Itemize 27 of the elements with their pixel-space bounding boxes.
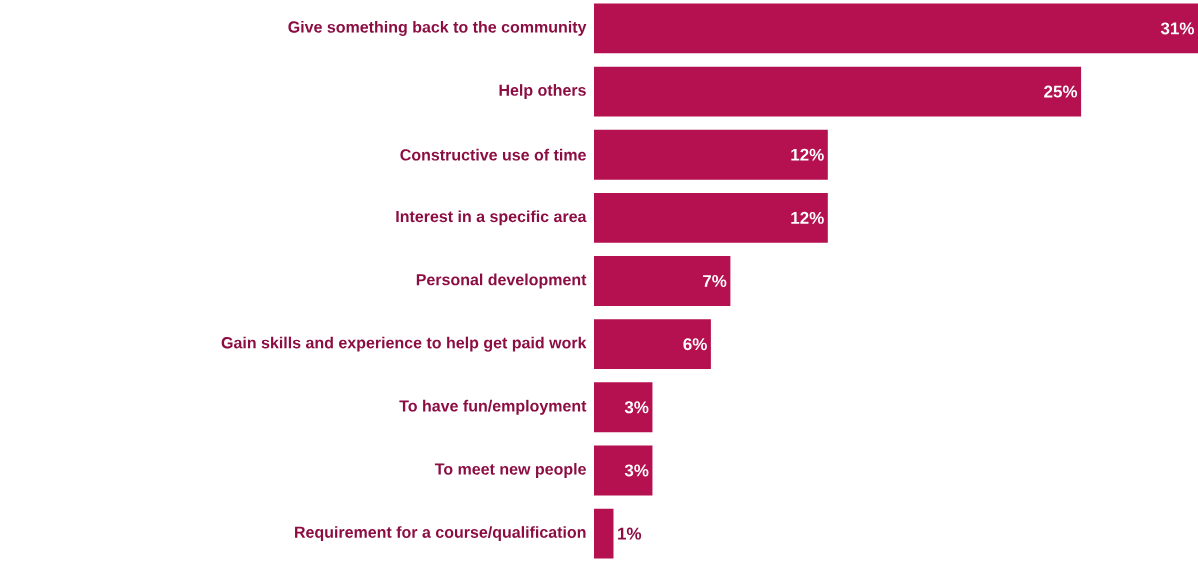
y-tick-label: Help others [499, 84, 586, 100]
bar [594, 3, 1198, 54]
bar [594, 192, 828, 243]
bar [594, 445, 653, 496]
y-tick-label: Gain skills and experience to help get paid work [221, 336, 587, 352]
y-tick-label: Requirement for a course/qualification [295, 526, 586, 542]
bar [594, 129, 828, 180]
data-label: 7% [703, 275, 727, 287]
data-label: 6% [683, 338, 707, 351]
data-label: 31% [1160, 22, 1195, 35]
data-label: 1% [618, 527, 642, 540]
bar [594, 382, 653, 433]
y-tick-label: Interest in a specific area [396, 210, 587, 226]
y-tick-label: Give something back to the community [288, 20, 587, 36]
data-label: 12% [791, 211, 824, 224]
data-label: 12% [791, 148, 824, 161]
bar [594, 508, 614, 559]
y-tick-label: To meet new people [434, 462, 586, 478]
y-tick-label: Constructive use of time [400, 148, 586, 161]
y-tick-label: Personal development [416, 273, 587, 289]
data-label: 25% [1044, 85, 1078, 98]
data-label: 3% [624, 464, 649, 477]
bar [594, 256, 731, 306]
y-tick-label: To have fun/employment [399, 399, 587, 415]
bar [594, 66, 1082, 117]
data-label: 3% [624, 401, 649, 414]
bar [594, 319, 711, 370]
